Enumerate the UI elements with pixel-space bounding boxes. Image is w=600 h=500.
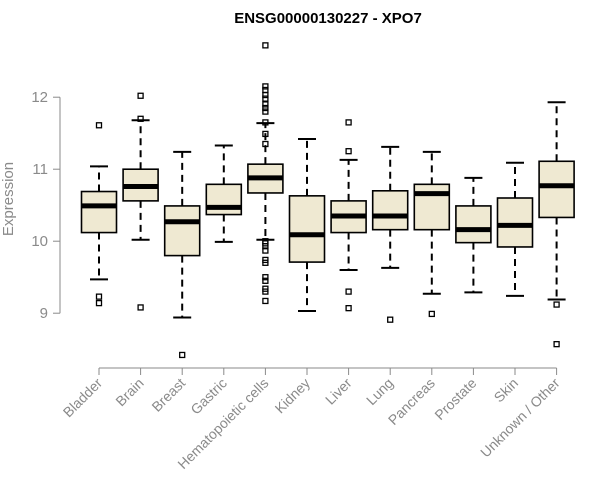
outlier-point — [262, 274, 269, 281]
outlier-point — [262, 247, 269, 254]
box-bladder — [80, 122, 118, 307]
outlier-point — [345, 288, 352, 295]
iqr-box — [496, 197, 534, 248]
outlier-point — [387, 316, 394, 323]
box-brain — [122, 92, 159, 311]
y-axis: 9 10 11 12 — [31, 89, 61, 322]
outlier-point — [262, 104, 269, 112]
outlier-point — [262, 91, 269, 99]
outlier-point — [553, 301, 560, 308]
box-prostate — [455, 176, 492, 294]
box-hematopoietic-cells — [247, 42, 284, 305]
y-tick-label: 12 — [31, 89, 48, 106]
outlier-point — [345, 119, 352, 126]
y-tick-label: 11 — [32, 161, 48, 178]
iqr-box — [538, 160, 575, 219]
box-pancreas — [413, 150, 451, 318]
outlier-point — [262, 101, 269, 108]
outlier-point — [262, 297, 269, 305]
x-tick-label: Bladder — [60, 375, 106, 421]
outlier-point — [262, 140, 269, 148]
x-tick-label: Skin — [491, 375, 522, 406]
outlier-point — [262, 259, 269, 266]
outlier-point — [262, 288, 269, 295]
x-tick-label: Brain — [112, 375, 146, 409]
boxes — [80, 42, 575, 359]
y-tick-label: 9 — [40, 305, 48, 322]
iqr-box — [205, 183, 243, 216]
outlier-point — [95, 299, 103, 307]
y-tick-label: 10 — [31, 233, 48, 250]
outlier-point — [553, 341, 560, 348]
outlier-point — [262, 86, 269, 94]
outlier-point — [262, 95, 269, 102]
outlier-point — [262, 42, 269, 49]
outlier-point — [428, 310, 435, 318]
box-unknown-other — [538, 101, 575, 348]
outlier-point — [262, 119, 269, 126]
box-kidney — [288, 137, 326, 313]
outlier-point — [137, 304, 144, 311]
outlier-point — [345, 148, 352, 155]
outlier-point — [262, 243, 269, 250]
x-tick-label: Breast — [148, 375, 188, 415]
iqr-box — [288, 195, 326, 263]
box-skin — [496, 161, 534, 297]
outlier-point — [345, 305, 352, 312]
x-tick-label: Prostate — [431, 375, 479, 423]
x-tick-label: Unknown / Other — [477, 375, 563, 461]
outlier-point — [262, 130, 269, 138]
x-tick-label: Liver — [322, 375, 355, 408]
outlier-point — [137, 92, 144, 99]
iqr-box — [163, 205, 201, 257]
iqr-box — [80, 190, 118, 234]
iqr-box — [413, 183, 451, 231]
outlier-point — [262, 108, 269, 115]
outlier-point — [262, 277, 269, 284]
box-breast — [163, 150, 201, 359]
box-liver — [330, 119, 367, 312]
outlier-point — [95, 293, 103, 300]
iqr-box — [455, 205, 492, 244]
outlier-point — [137, 115, 144, 122]
x-tick-label: Lung — [363, 375, 396, 408]
outlier-point — [262, 83, 269, 90]
y-axis-label: Expression — [0, 162, 17, 236]
outlier-point — [179, 351, 186, 359]
outlier-point — [95, 122, 103, 129]
x-tick-label: Kidney — [272, 375, 314, 417]
box-gastric — [205, 144, 243, 243]
box-lung — [371, 145, 409, 323]
chart-title: ENSG00000130227 - XPO7 — [234, 10, 422, 27]
iqr-box — [371, 190, 409, 231]
